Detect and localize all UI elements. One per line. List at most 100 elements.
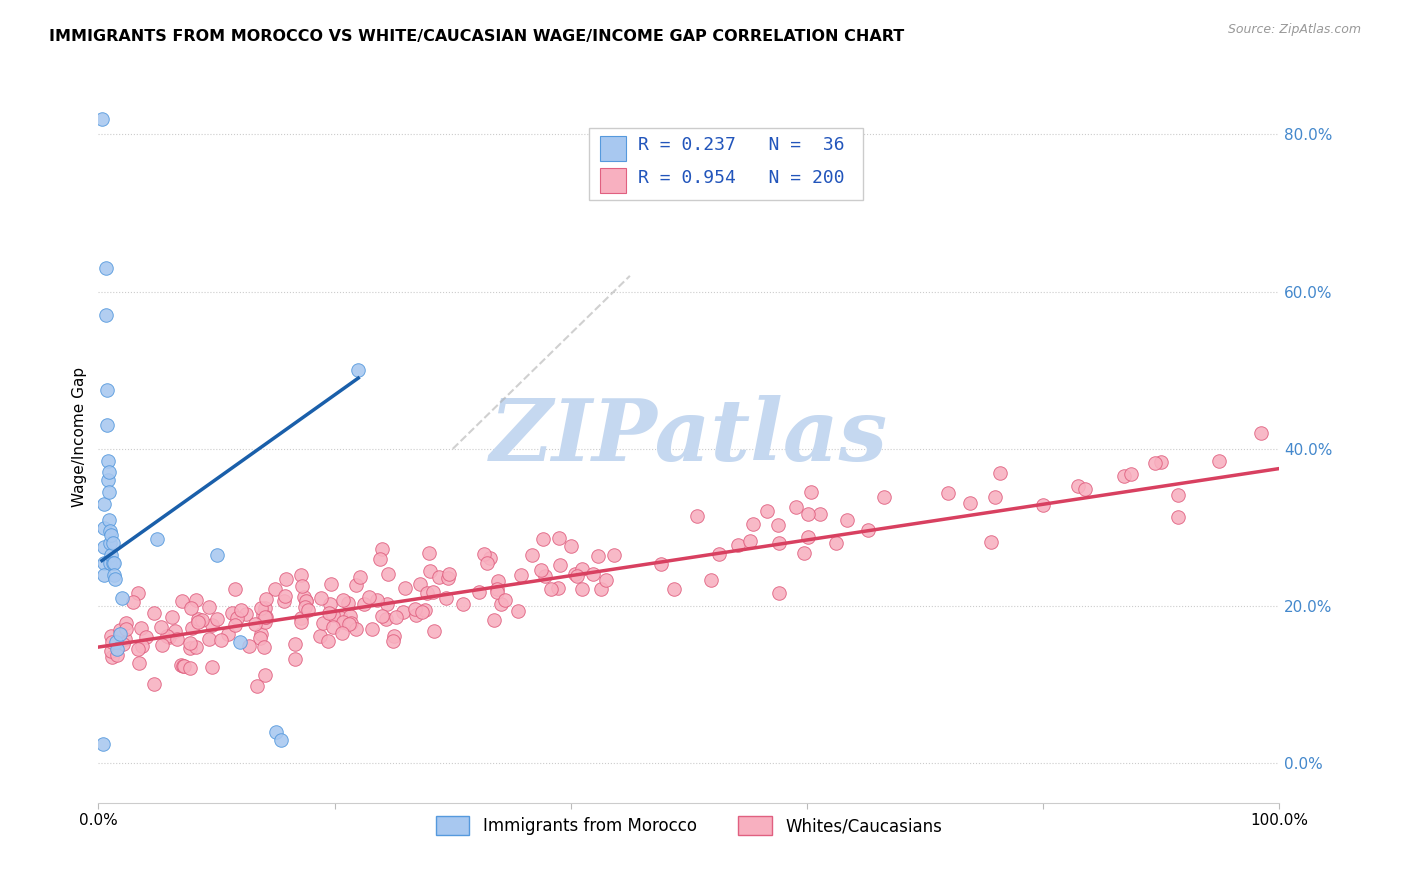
Point [150, 639, 173, 653]
Point [1067, 479, 1090, 493]
Point [531, 533, 554, 547]
Point [100, 548, 122, 562]
Point [856, 523, 879, 537]
Point [1032, 498, 1054, 512]
Text: ZIPatlas: ZIPatlas [489, 395, 889, 479]
Point [98, 524, 121, 539]
Point [332, 593, 354, 607]
Point [662, 582, 685, 596]
Point [311, 591, 333, 605]
Point [93, 497, 115, 511]
Point [824, 535, 846, 549]
Point [131, 621, 153, 635]
Point [785, 500, 807, 514]
Point [142, 606, 165, 620]
Point [179, 636, 201, 650]
Point [184, 592, 207, 607]
Point [205, 612, 228, 626]
Point [344, 578, 367, 592]
Point [329, 611, 352, 625]
Point [201, 618, 224, 632]
Text: IMMIGRANTS FROM MOROCCO VS WHITE/CAUCASIAN WAGE/INCOME GAP CORRELATION CHART: IMMIGRANTS FROM MOROCCO VS WHITE/CAUCASI… [49, 29, 904, 45]
Point [486, 574, 509, 589]
Point [650, 557, 672, 571]
Point [157, 630, 180, 644]
Point [318, 606, 340, 620]
Point [205, 548, 228, 562]
Point [382, 633, 405, 648]
Point [127, 586, 149, 600]
Point [796, 530, 818, 544]
Point [374, 612, 396, 626]
Y-axis label: Wage/Income Gap: Wage/Income Gap [72, 367, 87, 508]
Point [339, 608, 361, 623]
Point [808, 508, 831, 522]
Point [1167, 488, 1189, 502]
Text: Source: ZipAtlas.com: Source: ZipAtlas.com [1227, 23, 1361, 37]
Point [548, 558, 571, 572]
Point [224, 618, 246, 632]
Point [115, 616, 138, 631]
Point [91, 112, 114, 126]
Point [101, 536, 124, 550]
Point [595, 573, 617, 587]
Point [988, 466, 1011, 480]
Point [91, 737, 114, 751]
Point [727, 538, 749, 552]
Point [97, 453, 120, 467]
Point [742, 517, 765, 532]
Point [482, 613, 505, 627]
Text: R = 0.954   N = 200: R = 0.954 N = 200 [638, 169, 845, 187]
Point [179, 661, 201, 675]
Point [149, 620, 172, 634]
Point [290, 611, 312, 625]
Point [226, 611, 249, 625]
Point [980, 535, 1002, 549]
Point [101, 556, 124, 570]
Point [254, 610, 277, 624]
Point [418, 546, 440, 560]
Point [548, 531, 571, 545]
Point [494, 593, 516, 607]
Point [146, 533, 169, 547]
Point [111, 591, 134, 606]
Point [1208, 454, 1230, 468]
Legend: Immigrants from Morocco, Whites/Caucasians: Immigrants from Morocco, Whites/Caucasia… [429, 809, 949, 842]
Point [359, 591, 381, 605]
Point [405, 608, 427, 623]
Point [353, 597, 375, 611]
Point [250, 627, 273, 641]
Point [415, 603, 437, 617]
Point [108, 626, 131, 640]
Point [103, 556, 125, 570]
Point [295, 594, 318, 608]
Point [766, 517, 789, 532]
Point [520, 548, 543, 562]
Point [565, 568, 588, 582]
Point [231, 603, 253, 617]
Point [294, 594, 316, 608]
Point [959, 496, 981, 510]
Point [370, 541, 392, 556]
Point [101, 635, 124, 649]
Point [797, 507, 820, 521]
Point [98, 466, 121, 480]
Point [416, 586, 439, 600]
Point [308, 629, 330, 643]
Point [254, 615, 277, 629]
Point [142, 676, 165, 690]
Point [472, 547, 495, 561]
Point [835, 513, 858, 527]
Point [93, 556, 115, 570]
Point [97, 473, 120, 487]
Point [224, 582, 246, 597]
Point [468, 584, 491, 599]
Point [509, 567, 531, 582]
Point [100, 629, 122, 643]
Point [434, 591, 457, 606]
Point [180, 600, 202, 615]
Point [322, 608, 344, 623]
Point [93, 540, 115, 554]
Point [173, 658, 195, 673]
Point [254, 591, 277, 606]
